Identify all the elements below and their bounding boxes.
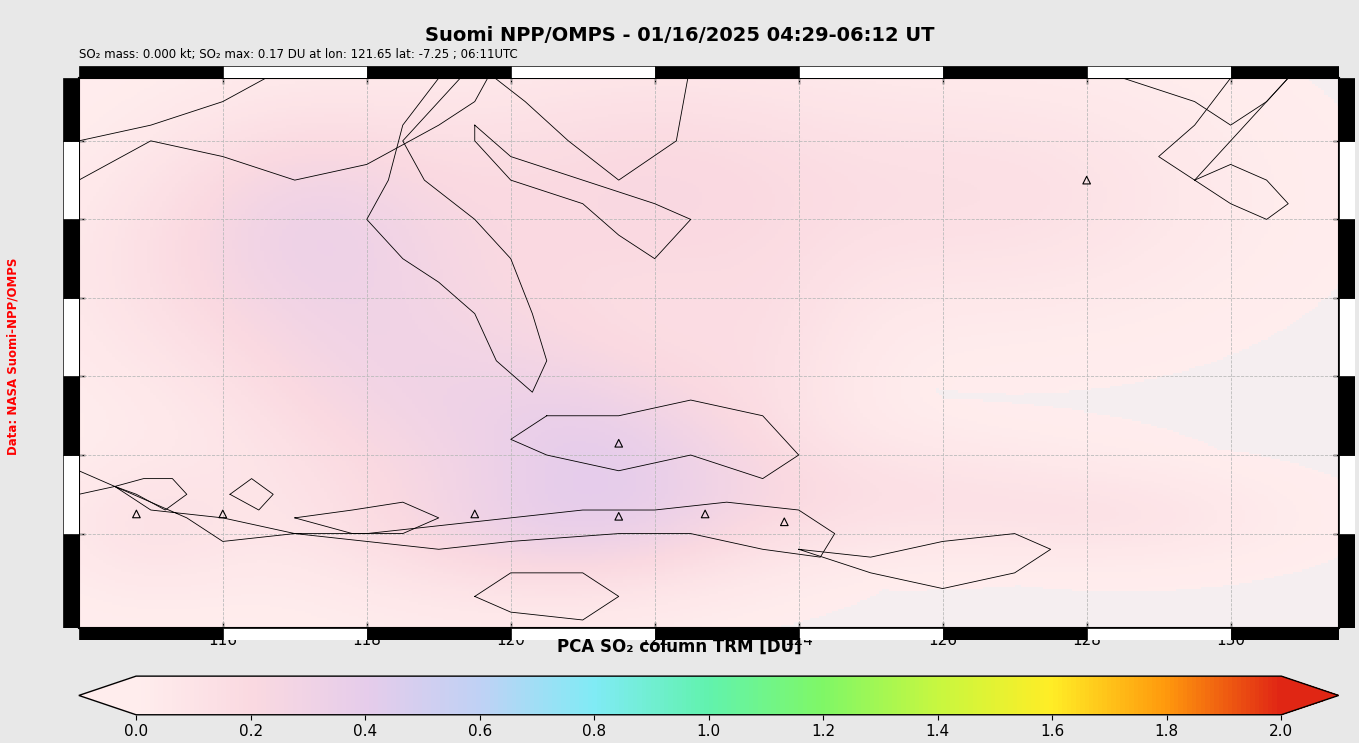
Point [607, 438, 629, 450]
Bar [1339, 455, 1355, 533]
Bar [511, 66, 655, 78]
Bar [79, 628, 223, 640]
Bar [1231, 66, 1339, 78]
PathPatch shape [1282, 676, 1339, 715]
Bar [511, 628, 655, 640]
Text: Suomi NPP/OMPS - 01/16/2025 04:29-06:12 UT: Suomi NPP/OMPS - 01/16/2025 04:29-06:12 … [425, 26, 934, 45]
Bar [1339, 298, 1355, 377]
Point [694, 508, 716, 520]
Bar [223, 66, 367, 78]
Bar [63, 377, 79, 455]
Text: SO₂ mass: 0.000 kt; SO₂ max: 0.17 DU at lon: 121.65 lat: -7.25 ; 06:11UTC: SO₂ mass: 0.000 kt; SO₂ max: 0.17 DU at … [79, 48, 518, 61]
Bar [1087, 628, 1231, 640]
Bar [367, 628, 511, 640]
Bar [63, 455, 79, 533]
Bar [655, 628, 799, 640]
Point [463, 508, 485, 520]
Bar [63, 78, 79, 141]
Bar [943, 66, 1087, 78]
Bar [79, 66, 223, 78]
Point [1076, 174, 1098, 186]
Bar [63, 533, 79, 628]
Bar [1339, 533, 1355, 628]
Bar [63, 219, 79, 298]
Bar [655, 66, 799, 78]
Point [212, 508, 234, 520]
Bar [63, 298, 79, 377]
Bar [943, 628, 1087, 640]
Point [607, 510, 629, 522]
Bar [1339, 141, 1355, 219]
Bar [223, 628, 367, 640]
Bar [1339, 78, 1355, 141]
Bar [1231, 628, 1339, 640]
Bar [1339, 377, 1355, 455]
Text: PCA SO₂ column TRM [DU]: PCA SO₂ column TRM [DU] [557, 637, 802, 655]
Point [125, 508, 147, 520]
Point [773, 516, 795, 528]
PathPatch shape [79, 676, 136, 715]
Text: Data: NASA Suomi-NPP/OMPS: Data: NASA Suomi-NPP/OMPS [7, 258, 20, 455]
Bar [799, 628, 943, 640]
Bar [367, 66, 511, 78]
Bar [799, 66, 943, 78]
Bar [1087, 66, 1231, 78]
Bar [63, 141, 79, 219]
Bar [1339, 219, 1355, 298]
